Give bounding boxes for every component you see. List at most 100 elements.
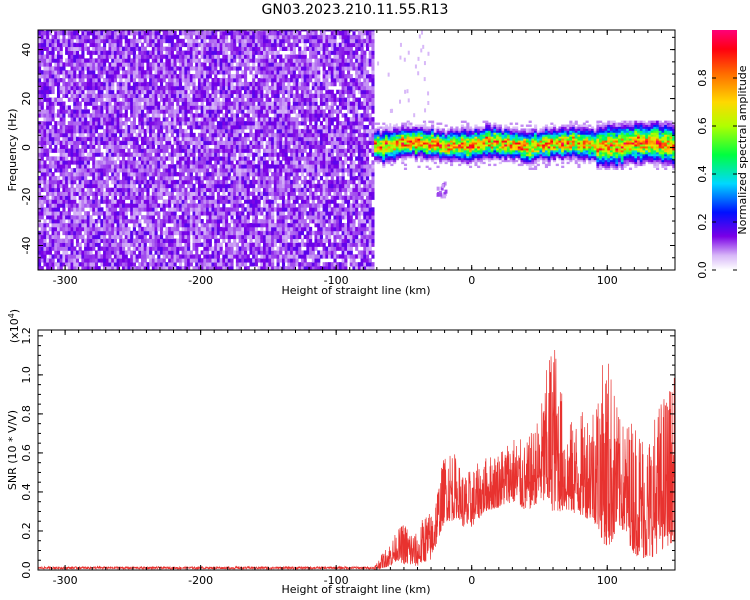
heatmap-cell <box>100 85 104 91</box>
heatmap-cell <box>162 207 166 212</box>
heatmap-cell <box>227 144 231 149</box>
heatmap-cell <box>273 132 277 138</box>
heatmap-cell <box>135 175 139 181</box>
heatmap-cell <box>124 172 128 177</box>
heatmap-cell <box>100 66 104 71</box>
heatmap-cell <box>195 187 199 193</box>
heatmap-cell <box>86 38 90 44</box>
heatmap-cell <box>56 128 61 134</box>
heatmap-cell <box>138 254 142 259</box>
heatmap-cell <box>97 70 101 75</box>
heatmap-cell <box>65 132 69 138</box>
heatmap-cell <box>181 30 185 32</box>
heatmap-cell <box>108 199 112 204</box>
heatmap-cell <box>192 211 196 216</box>
heatmap-cell <box>235 34 239 40</box>
heatmap-cell <box>211 101 215 106</box>
heatmap-cell <box>119 168 123 173</box>
heatmap-cell <box>203 168 207 173</box>
heatmap-cell <box>197 89 202 95</box>
heatmap-cell <box>273 58 277 63</box>
heatmap-cell <box>65 42 69 48</box>
heatmap-cell <box>86 101 90 106</box>
heatmap-cell <box>281 230 286 236</box>
heatmap-cell <box>73 222 77 228</box>
heatmap-cell <box>78 117 82 122</box>
heatmap-cell <box>189 128 193 134</box>
heatmap-cell <box>54 156 58 161</box>
heatmap-cell <box>48 89 52 95</box>
heatmap-cell <box>187 93 191 98</box>
heatmap-cell <box>165 266 169 270</box>
heatmap-cell <box>176 207 180 212</box>
heatmap-cell <box>138 125 142 130</box>
heatmap-cell <box>130 262 134 267</box>
heatmap-cell <box>176 195 180 200</box>
heatmap-cell <box>62 160 66 165</box>
heatmap-cell <box>54 30 58 36</box>
heatmap-cell <box>157 172 161 177</box>
heatmap-cell <box>222 266 226 270</box>
heatmap-cell <box>216 105 221 110</box>
heatmap-cell <box>103 46 107 51</box>
heatmap-cell <box>195 222 199 228</box>
heatmap-cell <box>227 30 231 36</box>
heatmap-cell <box>154 164 158 169</box>
heatmap-cell <box>271 211 275 216</box>
heatmap-cell <box>249 183 253 189</box>
heatmap-cell <box>122 238 126 243</box>
heatmap-cell <box>235 191 239 196</box>
heatmap-cell <box>181 160 185 165</box>
heatmap-cell <box>86 215 90 220</box>
heatmap-cell <box>157 152 161 157</box>
heatmap-cell <box>211 78 215 83</box>
heatmap-cell <box>262 262 267 267</box>
heatmap-cell <box>262 160 267 165</box>
heatmap-cell <box>43 207 47 212</box>
heatmap-cell <box>38 125 42 130</box>
heatmap-cell <box>170 230 174 236</box>
heatmap-cell <box>254 125 258 130</box>
heatmap-cell <box>235 164 239 169</box>
heatmap-cell <box>189 222 193 228</box>
heatmap-cell <box>197 199 202 204</box>
heatmap-cell <box>89 203 93 208</box>
heatmap-cell <box>176 160 180 165</box>
heatmap-cell <box>84 203 88 208</box>
heatmap-cell <box>262 85 267 91</box>
heatmap-cell <box>195 226 199 232</box>
heatmap-cell <box>162 238 166 243</box>
heatmap-cell <box>260 266 264 270</box>
heatmap-cell <box>252 219 256 224</box>
heatmap-cell <box>97 175 101 181</box>
heatmap-cell <box>271 128 275 134</box>
heatmap-cell <box>84 215 88 220</box>
heatmap-cell <box>273 50 277 55</box>
heatmap-cell <box>222 58 226 63</box>
heatmap-cell <box>189 38 193 44</box>
heatmap-cell <box>260 125 264 130</box>
heatmap-cell <box>197 219 202 224</box>
heatmap-cell <box>200 30 204 36</box>
heatmap-cell <box>94 191 99 196</box>
heatmap-cell <box>127 50 131 55</box>
heatmap-cell <box>84 74 88 79</box>
heatmap-cell <box>51 81 55 87</box>
heatmap-cell <box>111 89 115 95</box>
heatmap-cell <box>238 219 242 224</box>
heatmap-cell <box>197 234 202 240</box>
heatmap-cell <box>230 250 234 255</box>
heatmap-cell <box>51 140 55 146</box>
heatmap-cell <box>246 258 250 263</box>
heatmap-cell <box>56 34 61 40</box>
heatmap-cell <box>178 266 183 270</box>
heatmap-cell <box>244 234 248 240</box>
heatmap-cell <box>222 132 226 138</box>
heatmap-cell <box>241 262 245 267</box>
heatmap-cell <box>192 30 196 32</box>
heatmap-cell <box>265 42 269 48</box>
heatmap-cell <box>151 211 155 216</box>
heatmap-cell <box>227 58 231 63</box>
heatmap-cell <box>244 258 248 263</box>
heatmap-cell <box>233 144 237 149</box>
